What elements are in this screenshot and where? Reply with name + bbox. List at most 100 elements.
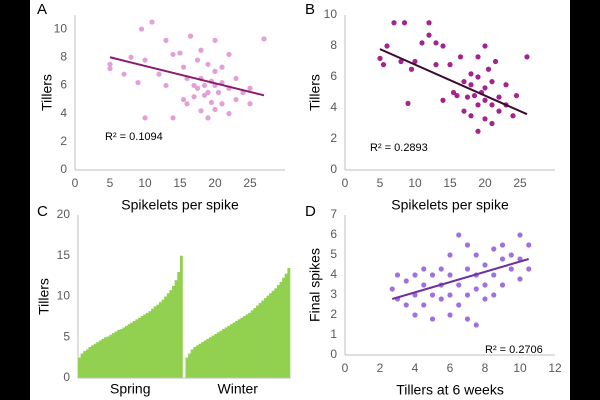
point — [456, 232, 462, 238]
trendline — [379, 48, 528, 116]
point — [475, 102, 481, 108]
y-tick-label: 20 — [57, 207, 71, 221]
y-axis-title: Final spikes — [307, 248, 323, 322]
point — [201, 92, 208, 98]
bar — [122, 327, 126, 378]
bar — [206, 338, 210, 378]
point — [219, 64, 225, 70]
point — [205, 61, 211, 67]
trendline — [391, 258, 530, 300]
point — [163, 82, 169, 89]
bar — [287, 267, 291, 378]
point — [170, 51, 176, 58]
bar — [222, 329, 225, 378]
point — [510, 113, 516, 119]
point — [429, 292, 436, 298]
bar — [96, 342, 100, 378]
point — [508, 266, 514, 272]
x-tick-label: 6 — [447, 361, 454, 375]
bar — [161, 299, 165, 378]
point — [482, 43, 488, 49]
r-squared: R² = 0.2893 — [370, 142, 428, 154]
point — [219, 101, 225, 107]
point — [212, 37, 218, 43]
point — [489, 120, 495, 127]
point — [403, 302, 409, 308]
point — [412, 58, 418, 65]
y-tick-label: 10 — [324, 7, 338, 21]
bar — [109, 334, 113, 378]
y-tick-label: 1 — [330, 327, 337, 341]
bar — [258, 303, 262, 378]
x-tick-label: 8 — [482, 361, 489, 375]
y-tick-label: 2 — [330, 307, 337, 321]
point — [464, 292, 471, 298]
point — [142, 57, 148, 63]
bar — [140, 316, 144, 378]
bar — [211, 335, 215, 378]
bar — [85, 349, 89, 378]
bar — [209, 337, 212, 378]
bar — [101, 338, 105, 378]
bar — [177, 272, 181, 378]
point — [421, 302, 427, 308]
point — [107, 65, 113, 72]
point — [447, 272, 453, 278]
bar — [250, 310, 254, 378]
point — [128, 54, 134, 60]
point — [503, 82, 509, 88]
y-tick-label: 10 — [57, 289, 71, 303]
bar — [242, 316, 246, 378]
point — [499, 282, 506, 288]
y-tick-label: 6 — [60, 78, 67, 92]
r-squared: R² = 0.2706 — [485, 344, 543, 356]
point — [468, 82, 474, 88]
point — [233, 96, 239, 103]
point — [107, 61, 113, 67]
x-tick-label: 4 — [412, 361, 419, 375]
y-tick-label: 7 — [330, 207, 337, 221]
panel-label: C — [37, 203, 48, 220]
point — [377, 55, 383, 62]
point — [226, 51, 232, 58]
r-squared: R² = 0.1094 — [105, 131, 163, 143]
bar — [261, 300, 265, 378]
x-tick-label: 0 — [72, 176, 79, 190]
bar — [269, 293, 273, 378]
bar — [98, 340, 102, 378]
point — [456, 302, 462, 308]
point — [447, 292, 453, 298]
x-tick-label: 25 — [513, 176, 527, 190]
bar — [153, 306, 157, 378]
y-axis-title: Tillers — [39, 74, 55, 111]
bar — [164, 296, 168, 378]
point — [464, 266, 471, 272]
point — [513, 93, 520, 99]
point — [433, 62, 439, 68]
point — [156, 71, 162, 77]
point — [187, 33, 194, 39]
x-tick-label: 10 — [513, 361, 527, 375]
bar — [125, 325, 128, 378]
x-tick-label: 5 — [377, 176, 384, 190]
point — [212, 68, 218, 74]
trendline — [109, 56, 265, 97]
y-tick-label: 2 — [330, 131, 337, 145]
bar — [195, 345, 199, 378]
bar — [111, 333, 115, 378]
bar — [145, 312, 149, 378]
point — [419, 40, 425, 46]
point — [198, 47, 204, 53]
point — [163, 37, 169, 43]
point — [517, 276, 523, 282]
point — [394, 272, 401, 278]
point — [205, 115, 211, 121]
point — [384, 43, 390, 49]
point — [492, 58, 499, 65]
point — [482, 282, 488, 288]
bar — [235, 320, 239, 378]
bar — [219, 330, 223, 378]
bar — [135, 319, 139, 378]
point — [496, 94, 502, 100]
